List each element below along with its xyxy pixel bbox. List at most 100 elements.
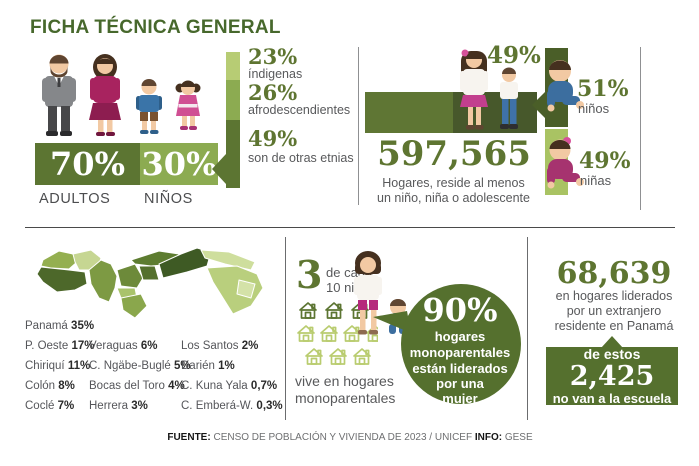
map-veraguas [88,259,118,303]
province-name: P. Oeste [25,340,69,352]
province-row: Herrera 3% [89,400,191,420]
province-name: Bocas del Toro [89,380,165,392]
households-bar-left [365,92,453,133]
no-school-caption: no van a la escuela [552,391,672,406]
province-row: C. Ngäbe-Buglé 5% [89,360,191,380]
province-value: 35% [71,320,95,332]
source-label: FUENTE: [167,432,211,443]
province-row: C. Emberá-W. 0,3% [181,400,283,420]
province-name: Los Santos [181,340,239,352]
province-name: Panamá [25,320,68,332]
province-value: 0,3% [256,400,283,412]
province-row: Los Santos 2% [181,340,283,360]
map-bocas [40,250,78,270]
households-caption-1: Hogares, reside al menos [382,176,525,190]
ethnicity-label-0: índigenas [248,67,303,81]
divider-vertical-bottom-right [527,237,528,420]
house-light-icon [343,325,361,342]
mono-caption-2: monoparentales [295,390,396,406]
house-light-icon [320,325,338,342]
woman-icon [89,54,121,136]
province-value: 1% [218,360,235,372]
province-value: 6% [140,340,158,352]
divider-horizontal [25,227,675,228]
boys-pct: 51% [577,76,629,102]
province-value: 2% [241,340,259,352]
house-dark-icon [325,302,343,319]
foreign-line1: en hogares liderados [555,289,673,303]
province-name: Coclé [25,400,55,412]
divider-vertical-top-left [358,47,359,205]
foreign-line2: por un extranjero [566,304,662,318]
mono-bubble: 90% hogares monoparentales están liderad… [371,283,521,409]
source-line: FUENTE: CENSO DE POBLACIÓN Y VIVIENDA DE… [130,432,570,443]
province-name: Chiriquí [25,360,65,372]
children-bar: 30% [140,143,218,185]
households-pct: 49% [487,42,541,69]
map-embera [236,279,256,299]
no-school-value: 2,425 [569,361,655,392]
houses-grid-icon [297,302,378,365]
divider-vertical-top-right [640,47,641,210]
mono-caption-1: vive en hogares [295,373,394,389]
map-chiriqui [36,266,88,293]
divider-vertical-bottom-left [285,237,286,420]
adults-label: ADULTOS [39,191,111,207]
ethnicity-pct-2: 49% [248,126,298,151]
mono-bubble-line1: hogares [434,329,486,344]
ethnicity-segment-indigenas [226,52,240,80]
arrow-left-small-icon [532,92,545,118]
map-los-santos [120,293,148,319]
girls-label: niñas [580,173,612,188]
info-label: INFO: [474,432,503,443]
province-row: P. Oeste 17% [25,340,95,360]
province-name: C. Kuna Yala [181,380,248,392]
adults-bar: 70% [35,143,140,185]
house-light-icon [329,348,347,365]
foreign-line3: residente en Panamá [554,319,674,333]
province-column-1: Panamá 35% P. Oeste 17% Chiriquí 11% Col… [25,320,95,420]
province-row: C. Kuna Yala 0,7% [181,380,283,400]
province-value: 7% [57,400,75,412]
house-dark-icon [299,302,317,319]
province-row: Coclé 7% [25,400,95,420]
mono-big-number: 3 [296,252,323,297]
ethnicity-label-2: son de otras etnias [248,151,354,165]
no-school-intro: de estos [583,346,641,362]
province-value: 0,7% [250,380,278,392]
children-label: NIÑOS [144,191,193,207]
foreign-total: 68,639 [556,256,672,291]
boy-icon [136,79,162,134]
province-value: 3% [131,400,148,412]
info-text: GESE [502,432,533,443]
province-row: Panamá 35% [25,320,95,340]
province-name: C. Emberá-W. [181,400,254,412]
province-name: C. Ngäbe-Buglé [89,360,171,372]
province-value: 8% [58,380,75,392]
children-pct: 30% [141,145,217,183]
province-name: Darién [181,360,215,372]
province-name: Herrera [89,400,128,412]
family-illustration-icon [42,54,201,136]
province-value: 17% [71,340,95,352]
mother-and-boy-icon [460,49,518,130]
ethnicity-pct-0: 23% [248,44,298,69]
house-light-icon [297,325,315,342]
province-column-2: Veraguas 6% C. Ngäbe-Buglé 5% Bocas del … [89,340,191,420]
girl-icon [175,80,201,130]
page-title: FICHA TÉCNICA GENERAL [30,17,281,38]
province-row: Darién 1% [181,360,283,380]
province-row: Bocas del Toro 4% [89,380,191,400]
no-school-box: de estos 2,425 no van a la escuela [546,346,678,406]
map-darien [206,265,264,315]
arrow-left-icon [212,154,226,184]
house-light-icon [305,348,323,365]
province-column-3: Los Santos 2% Darién 1% C. Kuna Yala 0,7… [181,340,283,420]
map-cocle [116,263,144,289]
mono-bubble-pct: 90% [422,291,498,329]
map-kuna-yala [200,249,256,271]
province-name: Veraguas [89,340,138,352]
ethnicity-label-1: afrodescendientes [248,103,351,117]
mono-bubble-line3: están liderados [412,361,508,376]
ethnicity-segment-afro [226,80,240,120]
